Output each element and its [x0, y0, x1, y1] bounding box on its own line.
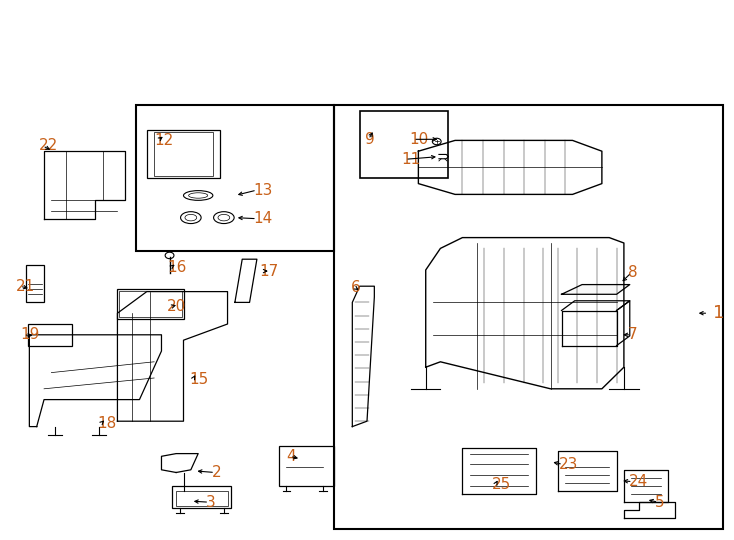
Text: 1: 1 [713, 304, 724, 322]
Text: 17: 17 [259, 264, 278, 279]
Text: 12: 12 [154, 133, 173, 148]
Text: 15: 15 [189, 372, 208, 387]
Text: 14: 14 [253, 211, 272, 226]
Text: 5: 5 [655, 495, 664, 510]
Text: 3: 3 [206, 495, 215, 510]
Bar [172, 486, 231, 508]
Text: 21: 21 [16, 279, 35, 294]
Bar [279, 446, 334, 486]
Bar [117, 289, 184, 319]
Text: 25: 25 [492, 477, 511, 492]
Bar [176, 491, 228, 506]
Text: 13: 13 [253, 183, 272, 198]
Text: 18: 18 [97, 416, 116, 431]
Text: 7: 7 [628, 327, 637, 342]
Text: 2: 2 [211, 465, 221, 480]
Text: 20: 20 [167, 299, 186, 314]
Text: 11: 11 [401, 152, 421, 167]
Text: 16: 16 [167, 260, 186, 275]
Bar [28, 324, 72, 346]
Polygon shape [562, 285, 630, 294]
Text: 8: 8 [628, 265, 637, 280]
Text: 4: 4 [286, 449, 296, 464]
Text: 9: 9 [365, 132, 374, 147]
Text: 22: 22 [39, 138, 58, 153]
Bar [147, 130, 220, 178]
Text: 19: 19 [20, 327, 39, 342]
Text: 23: 23 [559, 457, 578, 472]
Bar [154, 132, 213, 176]
Text: 24: 24 [629, 474, 648, 489]
Text: 10: 10 [410, 132, 429, 147]
Bar [26, 265, 44, 302]
Bar [119, 291, 182, 317]
Text: 6: 6 [351, 280, 360, 295]
